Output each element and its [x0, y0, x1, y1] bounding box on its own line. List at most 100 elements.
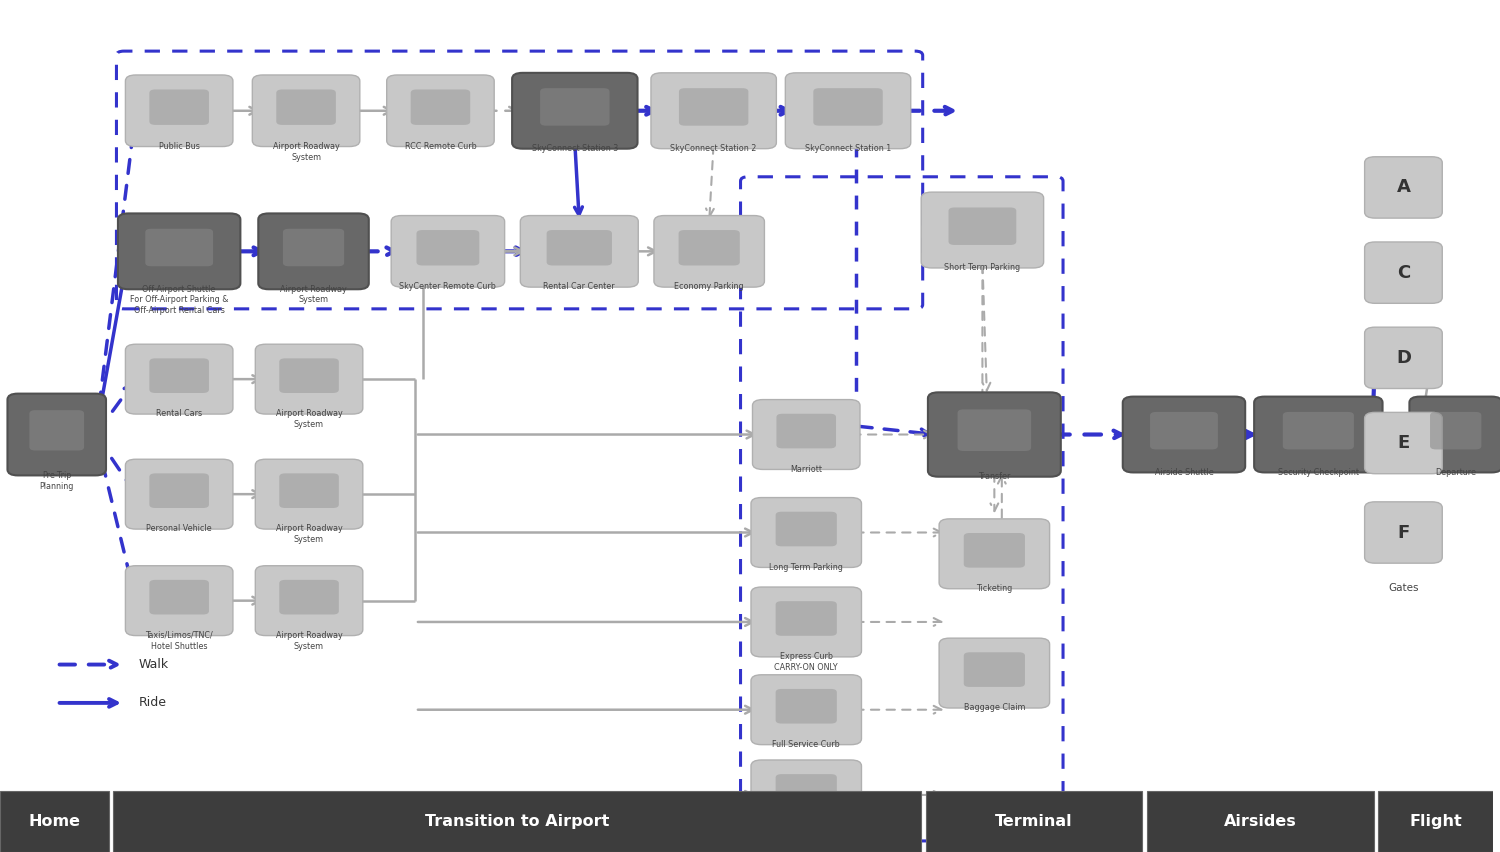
FancyBboxPatch shape: [1254, 397, 1383, 472]
FancyBboxPatch shape: [813, 89, 883, 126]
Text: SkyCenter Remote Curb: SkyCenter Remote Curb: [399, 282, 496, 291]
FancyBboxPatch shape: [512, 73, 638, 148]
Text: Airport Roadway
System: Airport Roadway System: [276, 409, 342, 429]
FancyBboxPatch shape: [752, 675, 861, 745]
FancyBboxPatch shape: [753, 400, 859, 469]
Text: SkyConnect Station 2: SkyConnect Station 2: [670, 144, 758, 153]
FancyBboxPatch shape: [30, 410, 84, 451]
Text: Economy Parking: Economy Parking: [675, 282, 744, 291]
FancyBboxPatch shape: [279, 474, 339, 508]
FancyBboxPatch shape: [752, 498, 861, 567]
FancyBboxPatch shape: [776, 512, 837, 546]
Text: Gates: Gates: [1388, 583, 1419, 593]
Text: Valet Parking: Valet Parking: [780, 825, 832, 834]
Text: Express Curb
CARRY-ON ONLY: Express Curb CARRY-ON ONLY: [774, 652, 838, 672]
FancyBboxPatch shape: [520, 216, 639, 287]
Text: Personal Vehicle: Personal Vehicle: [147, 524, 211, 533]
FancyBboxPatch shape: [279, 359, 339, 393]
FancyBboxPatch shape: [1282, 412, 1354, 450]
FancyBboxPatch shape: [1124, 397, 1245, 472]
Bar: [0, 791, 110, 852]
FancyBboxPatch shape: [279, 580, 339, 614]
Text: Airport Roadway
System: Airport Roadway System: [273, 141, 339, 162]
Text: Flight: Flight: [1408, 814, 1462, 829]
Text: Public Bus: Public Bus: [159, 141, 200, 151]
FancyBboxPatch shape: [1150, 412, 1218, 450]
FancyBboxPatch shape: [118, 214, 240, 290]
FancyBboxPatch shape: [150, 474, 208, 508]
FancyBboxPatch shape: [928, 392, 1060, 477]
FancyBboxPatch shape: [678, 230, 740, 266]
FancyBboxPatch shape: [939, 519, 1050, 589]
Text: Terminal: Terminal: [994, 814, 1072, 829]
Text: Home: Home: [28, 814, 81, 829]
FancyBboxPatch shape: [776, 689, 837, 723]
Text: Rental Cars: Rental Cars: [156, 409, 203, 418]
FancyBboxPatch shape: [1365, 502, 1443, 563]
FancyBboxPatch shape: [1430, 412, 1482, 450]
Text: Off-Airport Shuttle
For Off-Airport Parking &
Off-Airport Rental Cars: Off-Airport Shuttle For Off-Airport Park…: [130, 285, 228, 315]
Text: Marriott: Marriott: [790, 464, 822, 474]
Text: Walk: Walk: [140, 658, 170, 671]
FancyBboxPatch shape: [752, 587, 861, 657]
Text: RCC Remote Curb: RCC Remote Curb: [405, 141, 477, 151]
FancyBboxPatch shape: [963, 533, 1024, 567]
FancyBboxPatch shape: [150, 89, 208, 125]
Text: Security Checkpoint: Security Checkpoint: [1278, 468, 1359, 477]
Text: Long Term Parking: Long Term Parking: [770, 562, 843, 572]
FancyBboxPatch shape: [777, 414, 836, 448]
FancyBboxPatch shape: [276, 89, 336, 125]
FancyBboxPatch shape: [417, 230, 480, 266]
Text: E: E: [1398, 434, 1410, 452]
FancyBboxPatch shape: [411, 89, 470, 125]
Text: Transfer: Transfer: [978, 472, 1011, 481]
FancyBboxPatch shape: [939, 638, 1050, 708]
Text: D: D: [1396, 348, 1411, 367]
FancyBboxPatch shape: [1410, 397, 1500, 472]
FancyBboxPatch shape: [255, 566, 363, 636]
Text: Airport Roadway
System: Airport Roadway System: [276, 630, 342, 651]
FancyBboxPatch shape: [126, 344, 232, 414]
Text: Taxis/Limos/TNC/
Hotel Shuttles: Taxis/Limos/TNC/ Hotel Shuttles: [146, 630, 213, 651]
Text: Baggage Claim: Baggage Claim: [963, 703, 1024, 712]
FancyBboxPatch shape: [1365, 242, 1443, 303]
Text: Airport Roadway
System: Airport Roadway System: [276, 524, 342, 544]
FancyBboxPatch shape: [284, 229, 344, 267]
Text: Ride: Ride: [140, 696, 166, 710]
Text: C: C: [1396, 263, 1410, 282]
FancyBboxPatch shape: [651, 73, 777, 148]
Text: SkyConnect Station 3: SkyConnect Station 3: [531, 144, 618, 153]
FancyBboxPatch shape: [126, 566, 232, 636]
FancyBboxPatch shape: [258, 214, 369, 290]
FancyBboxPatch shape: [1365, 327, 1443, 389]
FancyBboxPatch shape: [786, 73, 910, 148]
FancyBboxPatch shape: [776, 774, 837, 809]
FancyBboxPatch shape: [957, 410, 1030, 451]
FancyBboxPatch shape: [252, 75, 360, 147]
Bar: [1146, 791, 1374, 852]
FancyBboxPatch shape: [392, 216, 504, 287]
Text: Full Service Curb: Full Service Curb: [772, 740, 840, 749]
FancyBboxPatch shape: [255, 459, 363, 529]
FancyBboxPatch shape: [146, 229, 213, 267]
FancyBboxPatch shape: [255, 344, 363, 414]
Text: A: A: [1396, 178, 1410, 197]
FancyBboxPatch shape: [387, 75, 494, 147]
Text: Airsides: Airsides: [1224, 814, 1296, 829]
Text: Short Term Parking: Short Term Parking: [945, 263, 1020, 273]
FancyBboxPatch shape: [8, 394, 106, 475]
FancyBboxPatch shape: [1365, 412, 1443, 474]
Bar: [926, 791, 1142, 852]
FancyBboxPatch shape: [150, 580, 208, 614]
FancyBboxPatch shape: [921, 192, 1044, 268]
FancyBboxPatch shape: [680, 89, 748, 126]
FancyBboxPatch shape: [540, 89, 609, 126]
Bar: [1378, 791, 1492, 852]
Text: SkyConnect Station 1: SkyConnect Station 1: [806, 144, 891, 153]
FancyBboxPatch shape: [150, 359, 208, 393]
Bar: [114, 791, 921, 852]
Text: Airside Shuttle: Airside Shuttle: [1155, 468, 1214, 477]
FancyBboxPatch shape: [963, 653, 1024, 687]
FancyBboxPatch shape: [126, 75, 232, 147]
FancyBboxPatch shape: [948, 207, 1017, 245]
